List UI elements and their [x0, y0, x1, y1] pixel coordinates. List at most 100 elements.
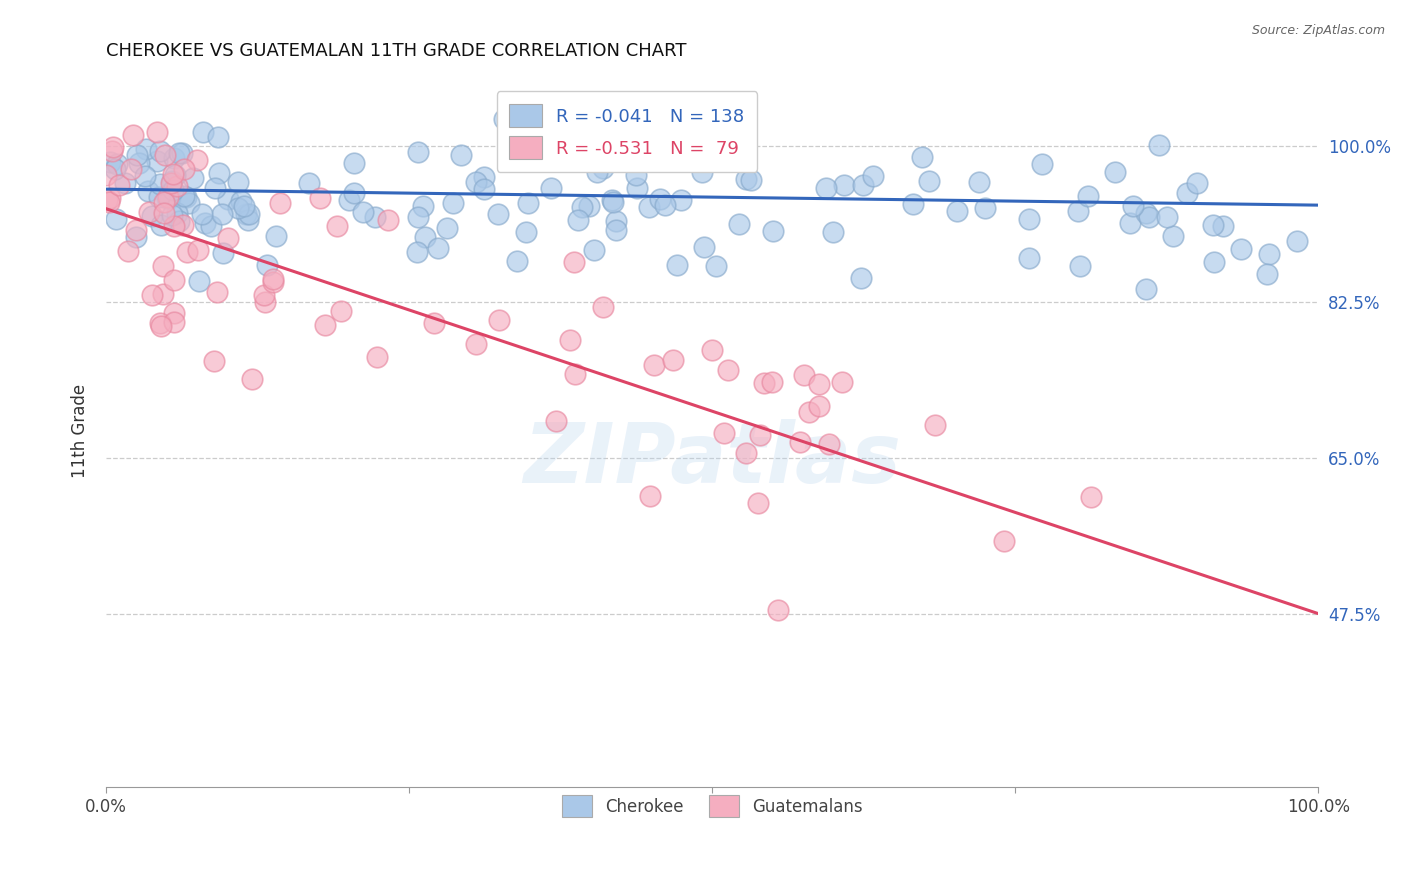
Point [793, 368, 815, 383]
Point [179, 196, 201, 211]
Point [1156, 210, 1178, 224]
Point [152, 286, 174, 301]
Point [125, 223, 148, 237]
Point [226, 201, 249, 215]
Point [120, 162, 142, 177]
Point [1256, 267, 1278, 281]
Point [152, 259, 174, 273]
Point [799, 405, 821, 419]
Point [146, 153, 169, 168]
Point [148, 316, 170, 330]
Point [329, 304, 352, 318]
Point [207, 130, 229, 145]
Point [766, 602, 789, 616]
Point [187, 243, 209, 257]
Point [97, 194, 120, 209]
Point [176, 244, 198, 259]
Point [413, 230, 436, 244]
Point [486, 207, 509, 221]
Point [298, 176, 321, 190]
Point [605, 223, 627, 237]
Point [377, 212, 399, 227]
Point [946, 203, 969, 218]
Point [488, 313, 510, 327]
Point [173, 161, 195, 176]
Point [638, 489, 661, 503]
Point [1135, 206, 1157, 220]
Point [1212, 219, 1234, 234]
Point [193, 125, 215, 139]
Point [834, 178, 856, 192]
Point [343, 156, 366, 170]
Point [831, 375, 853, 389]
Point [364, 210, 387, 224]
Point [993, 533, 1015, 548]
Point [464, 336, 486, 351]
Point [807, 399, 830, 413]
Point [1135, 282, 1157, 296]
Point [149, 177, 172, 191]
Point [747, 496, 769, 510]
Point [506, 253, 529, 268]
Point [235, 207, 257, 221]
Point [163, 273, 186, 287]
Point [128, 156, 150, 170]
Point [159, 190, 181, 204]
Point [540, 180, 562, 194]
Point [167, 146, 190, 161]
Point [585, 165, 607, 179]
Point [162, 183, 184, 197]
Point [217, 231, 239, 245]
Point [423, 316, 446, 330]
Point [405, 245, 427, 260]
Point [911, 150, 934, 164]
Point [789, 435, 811, 450]
Point [669, 194, 692, 208]
Point [474, 182, 496, 196]
Point [974, 202, 997, 216]
Point [101, 139, 124, 153]
Point [662, 352, 685, 367]
Point [94, 168, 117, 182]
Point [967, 175, 990, 189]
Point [156, 191, 179, 205]
Point [564, 367, 586, 381]
Point [153, 147, 176, 161]
Point [233, 199, 256, 213]
Point [1018, 211, 1040, 226]
Point [592, 161, 614, 176]
Point [162, 306, 184, 320]
Point [515, 225, 537, 239]
Point [494, 112, 516, 126]
Point [626, 181, 648, 195]
Point [693, 240, 716, 254]
Point [1257, 247, 1279, 261]
Point [464, 175, 486, 189]
Point [761, 375, 783, 389]
Point [752, 376, 775, 390]
Point [901, 197, 924, 211]
Point [145, 124, 167, 138]
Point [308, 191, 330, 205]
Point [412, 199, 434, 213]
Point [924, 417, 946, 432]
Point [734, 172, 756, 186]
Point [170, 146, 193, 161]
Point [1161, 228, 1184, 243]
Point [105, 212, 128, 227]
Point [1080, 490, 1102, 504]
Point [125, 229, 148, 244]
Point [1175, 186, 1198, 201]
Text: Source: ZipAtlas.com: Source: ZipAtlas.com [1251, 24, 1385, 37]
Point [352, 205, 374, 219]
Point [1137, 211, 1160, 225]
Point [578, 199, 600, 213]
Point [136, 184, 159, 198]
Point [117, 244, 139, 258]
Point [692, 164, 714, 178]
Point [441, 196, 464, 211]
Point [314, 318, 336, 332]
Point [211, 207, 233, 221]
Point [163, 219, 186, 233]
Point [406, 145, 429, 159]
